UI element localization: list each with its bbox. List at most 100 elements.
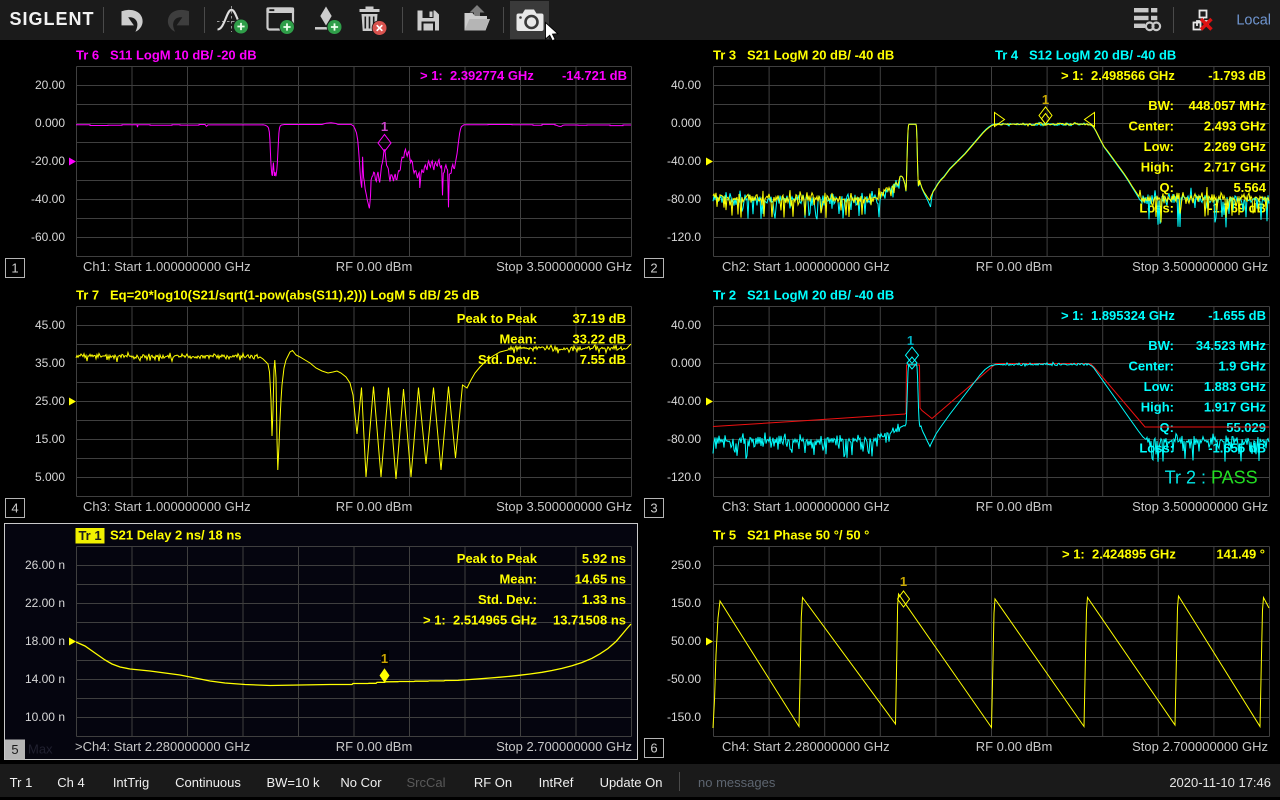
svg-text:-150.0: -150.0 <box>667 710 701 724</box>
svg-text:RF 0.00 dBm: RF 0.00 dBm <box>336 499 413 514</box>
svg-text:Tr 1: Tr 1 <box>10 775 33 790</box>
svg-text:Low:: Low: <box>1144 139 1174 154</box>
svg-text:SIGLENT: SIGLENT <box>10 9 95 29</box>
svg-text:Ch2: Start 1.000000000 GHz: Ch2: Start 1.000000000 GHz <box>722 259 890 274</box>
svg-text:Max: Max <box>28 742 53 757</box>
svg-text:Q:: Q: <box>1160 420 1174 435</box>
svg-text:20.00: 20.00 <box>35 78 65 92</box>
svg-text:Tr 7 Eq=20*log10(S21/sqrt(1-: Tr 7 Eq=20*log10(S21/sqrt(1-pow(abs(S11)… <box>76 288 479 303</box>
svg-text:Center:: Center: <box>1128 119 1174 134</box>
svg-text:High:: High: <box>1141 160 1174 175</box>
svg-text:448.057 MHz: 448.057 MHz <box>1189 98 1267 113</box>
svg-text:Low:: Low: <box>1144 379 1174 394</box>
svg-text:1: 1 <box>11 261 18 276</box>
svg-text:1.917 GHz: 1.917 GHz <box>1204 400 1267 415</box>
svg-text:-40.00: -40.00 <box>31 192 65 206</box>
svg-text:Mean:: Mean: <box>499 572 537 587</box>
svg-text:Peak to Peak: Peak to Peak <box>457 311 538 326</box>
svg-text:> 1: 2.424895 GHz: > 1: 2.424895 GHz <box>1062 546 1176 561</box>
svg-text:55.029: 55.029 <box>1226 420 1266 435</box>
svg-text:-20.00: -20.00 <box>31 154 65 168</box>
svg-text:26.00 n: 26.00 n <box>25 558 65 572</box>
svg-text:RF 0.00 dBm: RF 0.00 dBm <box>336 259 413 274</box>
svg-text:Mean:: Mean: <box>499 332 537 347</box>
svg-text:2.717 GHz: 2.717 GHz <box>1204 160 1267 175</box>
svg-text:Tr 2 S21 LogM 20 dB/ -40 dB: Tr 2 S21 LogM 20 dB/ -40 dB <box>713 288 894 303</box>
svg-text:Ch 4: Ch 4 <box>57 775 84 790</box>
svg-text:2020-11-10 17:46: 2020-11-10 17:46 <box>1169 775 1271 790</box>
svg-text:25.00: 25.00 <box>35 394 65 408</box>
svg-text:Tr 3 S21 LogM 20 dB/ -40 dB: Tr 3 S21 LogM 20 dB/ -40 dB <box>713 48 894 63</box>
svg-text:SrcCal: SrcCal <box>406 775 445 790</box>
svg-text:Std. Dev.:: Std. Dev.: <box>478 352 537 367</box>
svg-text:-80.00: -80.00 <box>667 192 701 206</box>
svg-text:Tr 4 S12 LogM 20 dB/ -40 dB: Tr 4 S12 LogM 20 dB/ -40 dB <box>995 48 1176 63</box>
svg-text:-40.00: -40.00 <box>667 154 701 168</box>
svg-text:1: 1 <box>900 574 907 589</box>
svg-text:Update On: Update On <box>600 775 663 790</box>
svg-text:BW=10 k: BW=10 k <box>266 775 320 790</box>
svg-text:Stop 3.500000000 GHz: Stop 3.500000000 GHz <box>1132 499 1268 514</box>
svg-text:Ch3: Start 1.000000000 GHz: Ch3: Start 1.000000000 GHz <box>722 499 890 514</box>
svg-text:7.55 dB: 7.55 dB <box>580 352 626 367</box>
svg-text:141.49 °: 141.49 ° <box>1216 546 1265 561</box>
svg-text:Std. Dev.:: Std. Dev.: <box>478 592 537 607</box>
svg-text:Stop 3.500000000 GHz: Stop 3.500000000 GHz <box>1132 259 1268 274</box>
svg-text:> 1: 1.895324 GHz: > 1: 1.895324 GHz <box>1061 308 1175 323</box>
svg-text:Q:: Q: <box>1160 180 1174 195</box>
svg-text:-50.00: -50.00 <box>667 672 701 686</box>
svg-text:-120.0: -120.0 <box>667 230 701 244</box>
svg-text:Center:: Center: <box>1128 359 1174 374</box>
svg-text:Tr 2 :: Tr 2 : <box>1165 468 1206 488</box>
svg-text:Stop 3.500000000 GHz: Stop 3.500000000 GHz <box>496 259 632 274</box>
svg-text:Ch1: Start 1.000000000 GHz: Ch1: Start 1.000000000 GHz <box>83 259 251 274</box>
svg-text:Tr 6 S11 LogM 10 dB/ -20 dB: Tr 6 S11 LogM 10 dB/ -20 dB <box>76 48 257 63</box>
svg-text:No Cor: No Cor <box>340 775 382 790</box>
svg-text:5: 5 <box>11 742 18 757</box>
svg-text:Ch4: Start 2.280000000 GHz: Ch4: Start 2.280000000 GHz <box>722 739 890 754</box>
svg-text:-1.793 dB: -1.793 dB <box>1208 68 1266 83</box>
svg-text:2: 2 <box>650 261 657 276</box>
svg-text:5.000: 5.000 <box>35 470 65 484</box>
svg-text:no messages: no messages <box>698 775 776 790</box>
svg-text:High:: High: <box>1141 400 1174 415</box>
svg-text:0.000: 0.000 <box>671 116 701 130</box>
svg-text:1.33 ns: 1.33 ns <box>582 592 626 607</box>
svg-text:1.9 GHz: 1.9 GHz <box>1218 359 1266 374</box>
svg-text:250.0: 250.0 <box>671 558 701 572</box>
svg-text:Stop 3.500000000 GHz: Stop 3.500000000 GHz <box>496 499 632 514</box>
svg-text:0.000: 0.000 <box>671 356 701 370</box>
svg-text:1: 1 <box>907 333 914 348</box>
svg-text:1.883 GHz: 1.883 GHz <box>1204 379 1267 394</box>
svg-text:Continuous: Continuous <box>175 775 241 790</box>
svg-text:RF 0.00 dBm: RF 0.00 dBm <box>336 739 413 754</box>
svg-text:-14.721 dB: -14.721 dB <box>562 68 627 83</box>
svg-text:22.00 n: 22.00 n <box>25 596 65 610</box>
svg-text:35.00: 35.00 <box>35 356 65 370</box>
svg-text:150.0: 150.0 <box>671 596 701 610</box>
svg-text:RF 0.00 dBm: RF 0.00 dBm <box>976 259 1053 274</box>
svg-text:Local: Local <box>1236 13 1271 29</box>
svg-text:37.19 dB: 37.19 dB <box>573 311 626 326</box>
svg-text:-120.0: -120.0 <box>667 470 701 484</box>
svg-text:2.269 GHz: 2.269 GHz <box>1204 139 1267 154</box>
svg-text:IntRef: IntRef <box>539 775 574 790</box>
svg-text:14.00 n: 14.00 n <box>25 672 65 686</box>
svg-text:1: 1 <box>381 119 388 134</box>
svg-text:BW:: BW: <box>1148 338 1174 353</box>
svg-text:0.000: 0.000 <box>35 116 65 130</box>
svg-text:5.564: 5.564 <box>1233 180 1266 195</box>
svg-text:1: 1 <box>381 651 388 666</box>
svg-text:5.92 ns: 5.92 ns <box>582 551 626 566</box>
svg-text:-60.00: -60.00 <box>31 230 65 244</box>
svg-text:> 1: 2.514965 GHz: > 1: 2.514965 GHz <box>423 613 537 628</box>
svg-text:RF 0.00 dBm: RF 0.00 dBm <box>976 739 1053 754</box>
svg-text:3: 3 <box>650 501 657 516</box>
svg-text:4: 4 <box>11 501 18 516</box>
svg-text:Tr 5 S21 Phase 50 °/ 50 °: Tr 5 S21 Phase 50 °/ 50 ° <box>713 528 869 543</box>
svg-text:Peak to Peak: Peak to Peak <box>457 551 538 566</box>
svg-text:1: 1 <box>1042 92 1049 107</box>
svg-text:33.22 dB: 33.22 dB <box>573 332 626 347</box>
svg-text:IntTrig: IntTrig <box>113 775 149 790</box>
svg-text:18.00 n: 18.00 n <box>25 634 65 648</box>
